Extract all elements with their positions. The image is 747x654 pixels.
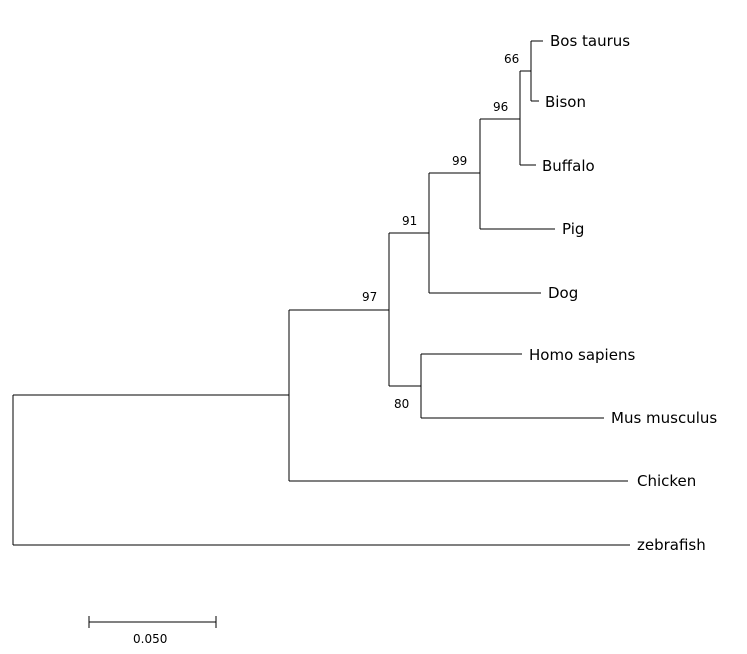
scale-bar-label: 0.050 (133, 632, 167, 646)
taxon-dog: Dog (548, 284, 578, 302)
taxon-pig: Pig (562, 220, 584, 238)
bootstrap-pig-clade: 99 (452, 154, 467, 168)
bootstrap-human-mouse: 80 (394, 397, 409, 411)
taxon-mus-musculus: Mus musculus (611, 409, 717, 427)
taxon-buffalo: Buffalo (542, 157, 595, 175)
taxon-chicken: Chicken (637, 472, 696, 490)
scale-bar: 0.050 (88, 616, 217, 646)
taxon-zebrafish: zebrafish (637, 536, 706, 554)
bootstrap-mammals: 97 (362, 290, 377, 304)
bootstrap-dog-clade: 91 (402, 214, 417, 228)
bootstrap-bovine: 96 (493, 100, 508, 114)
taxon-bos-taurus: Bos taurus (550, 32, 630, 50)
bootstrap-bos-bison: 66 (504, 52, 519, 66)
taxon-homo-sapiens: Homo sapiens (529, 346, 635, 364)
taxon-bison: Bison (545, 93, 586, 111)
